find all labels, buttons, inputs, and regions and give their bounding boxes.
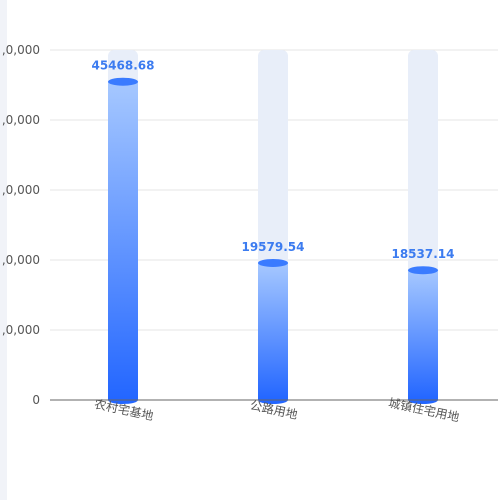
bar-cap [108, 77, 138, 86]
page-edge-strip [0, 0, 7, 500]
y-tick-label: ,0,000 [2, 253, 40, 267]
data-label: 45468.68 [91, 59, 154, 73]
bar [108, 81, 138, 400]
bars [108, 77, 438, 404]
data-labels: 45468.68 19579.54 18537.14 [91, 59, 454, 262]
data-label: 18537.14 [391, 247, 454, 261]
y-tick-label: 0 [32, 393, 40, 407]
bar [408, 270, 438, 400]
data-label: 19579.54 [241, 240, 304, 254]
y-tick-label: ,0,000 [2, 323, 40, 337]
y-tick-label: ,0,000 [2, 43, 40, 57]
y-tick-label: ,0,000 [2, 113, 40, 127]
bar [258, 262, 288, 400]
y-axis-ticks: 0 ,0,000 ,0,000 ,0,000 ,0,000 ,0,000 [2, 43, 40, 407]
bar-cap [258, 258, 288, 267]
bar-cap [408, 266, 438, 275]
y-tick-label: ,0,000 [2, 183, 40, 197]
